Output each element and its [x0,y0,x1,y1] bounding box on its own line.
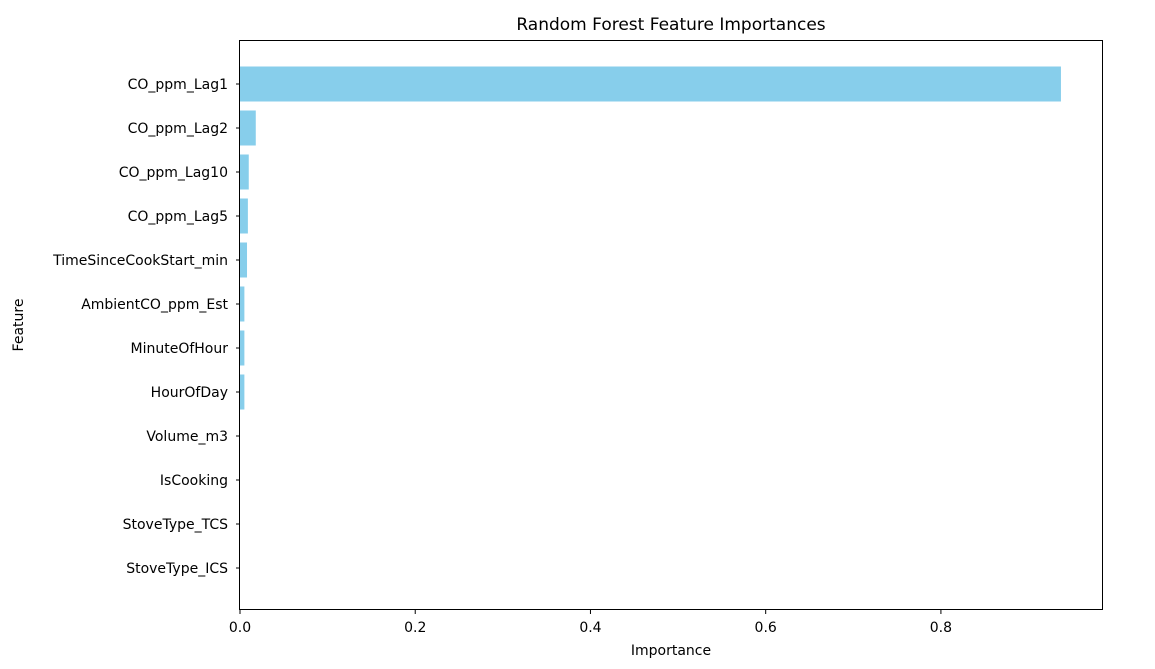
x-tick-label: 0.2 [404,620,426,636]
bar-CO_ppm_Lag1 [240,66,1061,102]
y-tick-label: CO_ppm_Lag10 [119,165,228,181]
y-tick-label: HourOfDay [151,385,228,401]
bar-CO_ppm_Lag2 [240,110,256,146]
y-tick-label: AmbientCO_ppm_Est [81,297,228,313]
bar-AmbientCO_ppm_Est [240,286,245,322]
y-axis-ticks: CO_ppm_Lag1 CO_ppm_Lag2 CO_ppm_Lag10 CO_ppm… [52,77,240,577]
bar-HourOfDay [240,374,245,410]
x-axis-ticks: 0.0 0.2 0.4 0.6 0.8 [229,610,952,636]
x-tick-label: 0.0 [229,620,251,636]
y-tick-label: StoveType_TCS [123,517,229,533]
y-tick-label: StoveType_ICS [126,561,228,577]
chart-title: Random Forest Feature Importances [516,15,825,35]
bar-CO_ppm_Lag10 [240,154,249,190]
bar-MinuteOfHour [240,330,245,366]
x-tick-label: 0.8 [930,620,952,636]
y-tick-label: CO_ppm_Lag5 [128,209,228,225]
bar-CO_ppm_Lag5 [240,198,248,234]
y-axis-label: Feature [11,299,27,352]
bar-TimeSinceCookStart_min [240,242,248,278]
y-tick-label: Volume_m3 [146,429,228,445]
x-tick-label: 0.4 [579,620,601,636]
y-tick-label: CO_ppm_Lag1 [128,77,228,93]
bars-group [240,66,1061,410]
x-tick-label: 0.6 [755,620,777,636]
y-tick-label: MinuteOfHour [131,341,229,357]
y-tick-label: IsCooking [160,473,228,489]
x-axis-label: Importance [631,643,711,659]
plot-frame [239,40,1103,610]
y-tick-label: TimeSinceCookStart_min [52,253,228,269]
y-tick-label: CO_ppm_Lag2 [128,121,228,137]
